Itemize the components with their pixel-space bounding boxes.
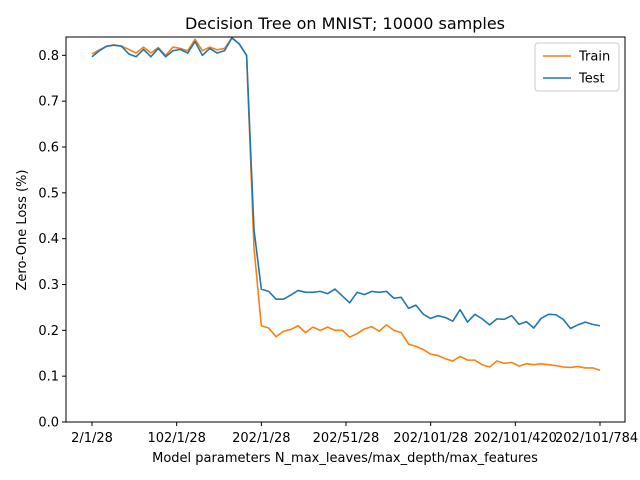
x-tick-label: 2/1/28 <box>71 431 113 446</box>
legend-box <box>534 42 620 92</box>
legend-label-test: Test <box>578 72 605 87</box>
y-tick-label: 0.4 <box>38 232 59 247</box>
y-tick-label: 0.3 <box>38 278 59 293</box>
y-tick-label: 0.6 <box>38 141 59 156</box>
x-tick-label: 202/101/420 <box>474 431 557 446</box>
y-tick-label: 0.2 <box>38 324 59 339</box>
x-tick-label: 202/101/28 <box>393 431 468 446</box>
y-tick-label: 0.8 <box>38 49 59 64</box>
y-tick-label: 0.7 <box>38 95 59 110</box>
x-tick-label: 202/1/28 <box>232 431 290 446</box>
y-tick-label: 0.1 <box>38 370 59 385</box>
x-axis: 2/1/28 102/1/28 202/1/28 202/51/28 202/101/2… <box>71 422 638 446</box>
series-layer <box>91 37 601 371</box>
series-line-train <box>91 37 601 371</box>
legend-label-train: Train <box>578 50 610 65</box>
series-line-test <box>91 37 601 330</box>
x-tick-label: 102/1/28 <box>147 431 205 446</box>
y-axis: 0.0 0.1 0.2 0.3 0.4 0.5 0.6 0.7 0.8 <box>38 49 66 431</box>
y-tick-label: 0.5 <box>38 186 59 201</box>
y-tick-label: 0.0 <box>38 416 59 431</box>
x-tick-label: 202/101/784 <box>555 431 638 446</box>
y-axis-title: Zero-One Loss (%) <box>15 170 30 291</box>
chart-title: Decision Tree on MNIST; 10000 samples <box>185 14 505 33</box>
x-axis-title: Model parameters N_max_leaves/max_depth/… <box>152 451 538 466</box>
legend: Train Test <box>534 42 620 92</box>
x-tick-label: 202/51/28 <box>313 431 380 446</box>
